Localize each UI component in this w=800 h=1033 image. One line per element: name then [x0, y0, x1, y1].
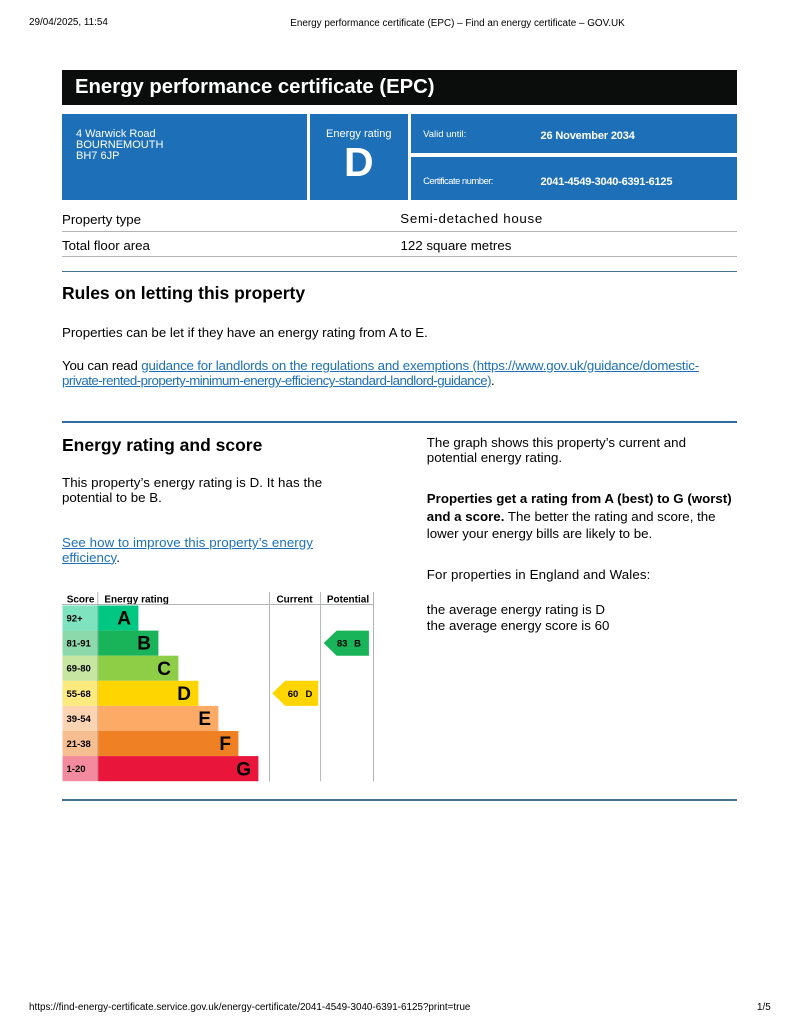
svg-text:D: D — [177, 684, 191, 705]
svg-text:1-20: 1-20 — [67, 764, 86, 775]
svg-text:Potential: Potential — [327, 595, 369, 606]
svg-text:92+: 92+ — [67, 614, 84, 625]
svg-text:Score: Score — [67, 595, 95, 606]
svg-text:C: C — [157, 659, 171, 680]
svg-text:B: B — [354, 639, 361, 650]
svg-text:Energy rating: Energy rating — [104, 595, 168, 606]
svg-text:69-80: 69-80 — [67, 664, 91, 675]
svg-text:B: B — [137, 634, 151, 655]
svg-text:60: 60 — [288, 689, 299, 700]
svg-text:E: E — [198, 709, 211, 730]
svg-text:21-38: 21-38 — [67, 739, 91, 750]
svg-text:G: G — [236, 759, 251, 780]
svg-text:83: 83 — [337, 639, 348, 650]
svg-text:81-91: 81-91 — [67, 639, 92, 650]
svg-text:55-68: 55-68 — [67, 689, 91, 700]
svg-text:Current: Current — [276, 595, 313, 606]
svg-text:39-54: 39-54 — [67, 714, 92, 725]
svg-text:F: F — [219, 734, 231, 755]
svg-text:D: D — [306, 689, 313, 700]
svg-text:A: A — [117, 609, 131, 630]
